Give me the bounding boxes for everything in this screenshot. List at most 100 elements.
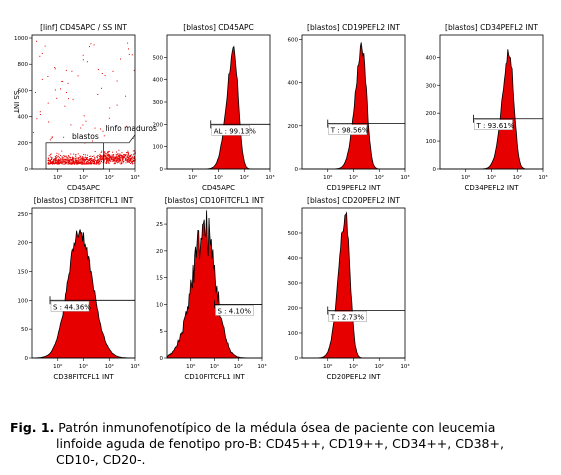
panel-title: [blastos] CD19PEFL2 INT xyxy=(307,23,400,32)
event-point xyxy=(48,159,50,161)
event-point xyxy=(89,46,90,48)
x-axis-label: CD45APC xyxy=(67,184,100,192)
marker-label-box: S : 4.10% xyxy=(215,305,254,316)
event-point xyxy=(52,163,54,165)
event-point xyxy=(119,155,121,157)
event-point xyxy=(77,163,79,165)
x-axis-label: CD20PEFL2 INT xyxy=(326,373,381,381)
panel-title: [blastos] CD45APC xyxy=(183,23,253,32)
event-point xyxy=(78,162,80,164)
event-point xyxy=(59,161,61,163)
x-tick-label: 10² xyxy=(105,363,114,370)
event-point xyxy=(105,154,107,156)
event-point xyxy=(105,153,107,155)
event-point xyxy=(70,124,72,126)
event-point xyxy=(77,160,79,162)
event-point xyxy=(77,75,79,77)
event-point xyxy=(117,153,119,155)
event-point xyxy=(86,158,87,160)
event-point xyxy=(109,157,111,159)
event-point xyxy=(131,162,133,164)
event-point xyxy=(93,162,95,164)
event-point xyxy=(33,132,35,133)
event-point xyxy=(79,158,81,160)
event-point xyxy=(96,156,98,158)
event-point xyxy=(100,159,102,161)
event-point xyxy=(133,156,135,158)
marker-label-bg xyxy=(215,305,254,316)
event-point xyxy=(98,163,100,165)
event-point xyxy=(56,97,58,99)
event-point xyxy=(57,155,59,157)
histogram-area xyxy=(32,229,135,359)
event-point xyxy=(56,160,58,162)
event-point xyxy=(72,98,74,100)
event-point xyxy=(76,161,77,163)
event-point xyxy=(61,81,63,82)
y-tick-label: 200 xyxy=(426,111,437,117)
x-axis-label: CD10FITCFL1 INT xyxy=(184,373,245,381)
y-axis-label: SS INT xyxy=(12,91,20,114)
event-point xyxy=(50,137,52,139)
event-point xyxy=(133,157,135,158)
event-point xyxy=(57,160,59,162)
event-point xyxy=(99,158,101,160)
event-point xyxy=(74,157,76,159)
event-point xyxy=(93,159,95,160)
event-point xyxy=(111,154,113,156)
event-point xyxy=(117,159,119,161)
event-point xyxy=(97,69,99,71)
event-point xyxy=(101,150,103,152)
x-tick-label: 10¹ xyxy=(487,174,496,181)
event-point xyxy=(96,161,98,163)
event-point xyxy=(65,160,67,162)
event-point xyxy=(72,161,74,163)
event-point xyxy=(121,156,123,158)
event-point xyxy=(47,76,49,77)
event-point xyxy=(77,162,79,164)
event-point xyxy=(94,158,96,160)
event-point xyxy=(123,156,125,157)
event-point xyxy=(64,159,66,161)
event-point xyxy=(71,159,73,161)
event-point xyxy=(54,158,56,160)
event-point xyxy=(85,120,87,122)
event-point xyxy=(132,154,134,156)
event-point xyxy=(108,159,110,161)
event-point xyxy=(55,157,57,159)
event-point xyxy=(66,158,68,160)
event-point xyxy=(81,158,83,160)
event-point xyxy=(127,161,128,163)
event-point xyxy=(121,154,123,156)
event-point xyxy=(93,161,95,163)
event-point xyxy=(47,157,49,159)
panel-2: [blastos] CD45APC AL : 99.13% 0 100 200 300 40… xyxy=(153,23,275,192)
event-point xyxy=(73,161,75,163)
event-point xyxy=(79,162,81,164)
event-point xyxy=(82,157,84,159)
event-point xyxy=(50,153,52,155)
event-point xyxy=(51,136,53,138)
event-point xyxy=(130,159,132,161)
event-point xyxy=(80,161,82,163)
event-point xyxy=(111,158,113,159)
y-tick-label: 100 xyxy=(288,331,299,337)
panel-title: [blastos] CD10FITCFL1 INT xyxy=(165,196,265,205)
event-point xyxy=(118,155,120,156)
event-point xyxy=(103,151,105,153)
event-point xyxy=(96,156,98,158)
event-point xyxy=(61,150,63,152)
event-point xyxy=(85,157,87,159)
event-point xyxy=(69,158,71,160)
y-tick-label: 5 xyxy=(160,329,164,335)
x-tick-label: 10⁰ xyxy=(188,174,198,181)
event-point xyxy=(131,156,133,158)
x-tick-label: 10¹ xyxy=(349,174,358,181)
event-point xyxy=(63,163,65,165)
y-tick-label: 0 xyxy=(295,356,299,362)
y-tick-label: 0 xyxy=(25,356,29,362)
event-point xyxy=(72,163,74,165)
event-point xyxy=(106,159,108,161)
event-point xyxy=(56,162,58,164)
figure-caption: Fig. 1. Patrón inmunofenotípico de la mé… xyxy=(10,420,550,468)
